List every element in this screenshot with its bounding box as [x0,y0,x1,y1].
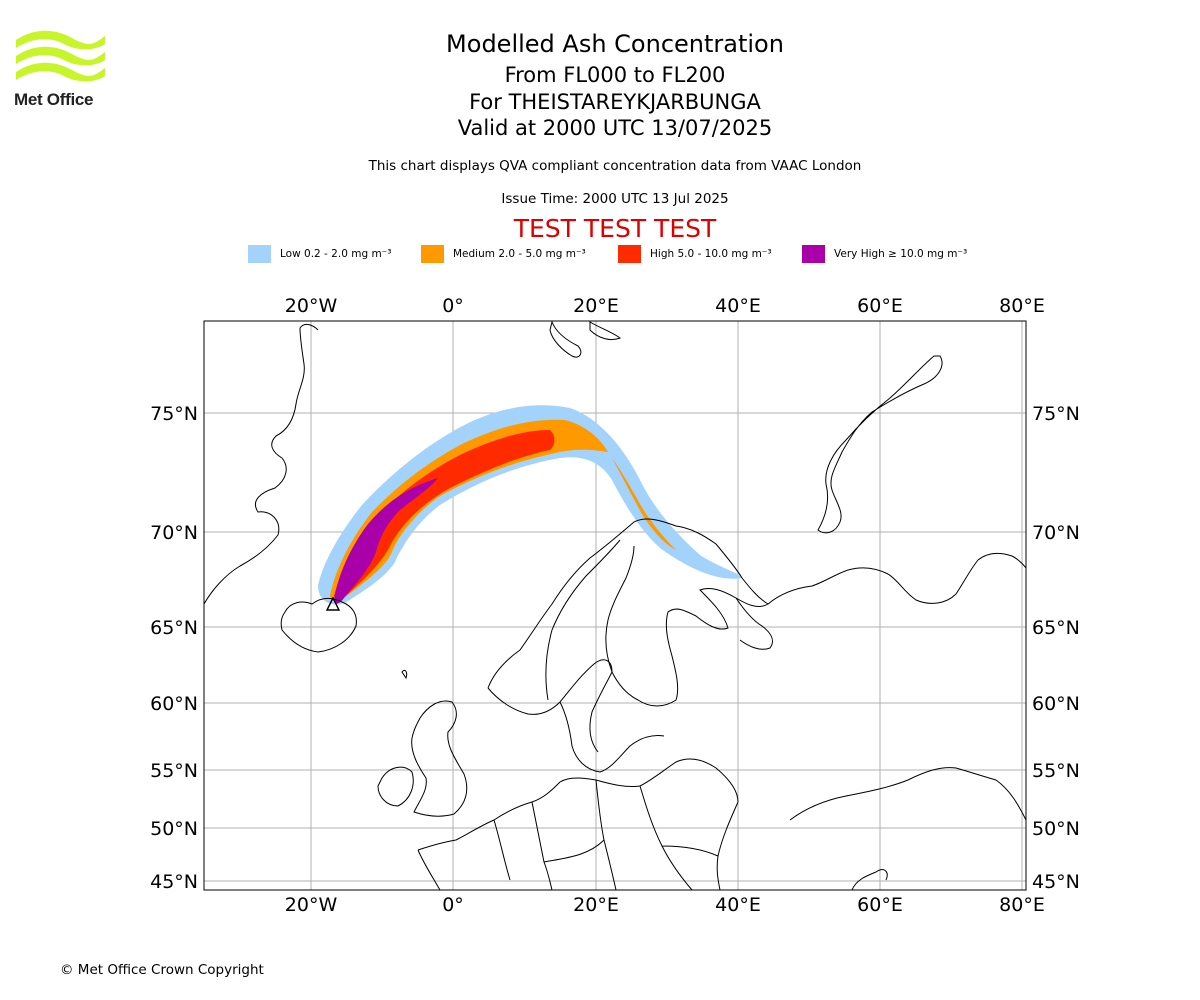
lat-tick-left: 65°N [150,617,198,639]
copyright-notice: © Met Office Crown Copyright [60,962,264,978]
russia-north-coast [767,552,1026,605]
lon-tick-bottom: 80°E [999,894,1045,916]
caspian-coast [851,869,888,890]
issue-time: Issue Time: 2000 UTC 13 Jul 2025 [501,191,729,207]
ash-plume-very-high [334,478,438,604]
met-office-logo: Met Office [14,30,108,112]
volcano-triangle-icon [325,596,341,611]
logo-text: Met Office [14,90,94,109]
legend-item-high: High 5.0 - 10.0 mg m⁻³ [618,244,772,264]
lat-tick-right: 60°N [1032,693,1080,715]
map-frame [203,320,1027,891]
legend-item-low: Low 0.2 - 2.0 mg m⁻³ [248,244,391,264]
volcano-name: For THEISTAREYKJARBUNGA [469,90,761,114]
legend-label-very-high: Very High ≥ 10.0 mg m⁻³ [834,248,968,260]
flight-level-range: From FL000 to FL200 [504,63,726,87]
lon-tick-bottom: 0° [442,894,464,916]
white-sea-coast [735,597,773,650]
norway-sweden-border [545,539,621,701]
lon-tick-top: 20°W [285,295,338,317]
lon-tick-top: 60°E [857,295,903,317]
lon-tick-bottom: 40°E [715,894,761,916]
svalbard-outline [549,321,622,358]
norway-south-coast [487,687,561,715]
legend-label-medium: Medium 2.0 - 5.0 mg m⁻³ [453,248,586,260]
lat-tick-left: 70°N [150,522,198,544]
valid-time: Valid at 2000 UTC 13/07/2025 [457,116,773,140]
lon-tick-bottom: 20°W [285,894,338,916]
iceland-outline [280,597,357,653]
lat-tick-left: 60°N [150,693,198,715]
lat-tick-right: 55°N [1032,760,1080,782]
lon-tick-top: 0° [442,295,464,317]
lon-tick-bottom: 60°E [857,894,903,916]
qva-note: This chart displays QVA compliant concen… [368,158,862,174]
greenland-coast [204,323,319,605]
lat-tick-left: 45°N [150,871,198,893]
lon-tick-top: 40°E [715,295,761,317]
met-office-waves-icon [16,30,105,82]
lat-tick-right: 70°N [1032,522,1080,544]
lat-tick-right: 45°N [1032,871,1080,893]
lon-tick-bottom: 20°E [573,894,619,916]
ash-plume-low [318,405,742,605]
legend-label-low: Low 0.2 - 2.0 mg m⁻³ [280,248,392,260]
legend-swatch-high [618,245,641,263]
lat-tick-left: 55°N [150,760,198,782]
europe-inland-borders [493,779,739,890]
lat-tick-right: 65°N [1032,617,1080,639]
chart-title: Modelled Ash Concentration [446,30,784,58]
lon-tick-top: 80°E [999,295,1045,317]
legend-label-high: High 5.0 - 10.0 mg m⁻³ [650,248,772,260]
sweden-finland-border [605,545,635,673]
legend-swatch-very-high [802,245,825,263]
gridlines [204,321,1026,890]
baltic-coast [559,701,665,773]
faroes-outline [401,669,408,680]
europe-coast [417,758,739,851]
france-coast [417,849,441,890]
sweden-east-coast [559,659,613,753]
lat-tick-left: 75°N [150,403,198,425]
legend-swatch-low [248,245,271,263]
test-banner: TEST TEST TEST [513,214,717,243]
legend-item-medium: Medium 2.0 - 5.0 mg m⁻³ [421,244,586,264]
great-britain-outline [411,700,468,817]
lat-tick-right: 75°N [1032,403,1080,425]
ireland-outline [377,766,414,807]
novaya-zemlya-outline [817,355,943,534]
lat-tick-left: 50°N [150,818,198,840]
russia-south-steppe [789,767,1026,821]
coastlines [204,321,1026,890]
legend-item-very-high: Very High ≥ 10.0 mg m⁻³ [802,244,967,264]
lat-tick-right: 50°N [1032,818,1080,840]
legend-swatch-medium [421,245,444,263]
scandinavia-coast [487,518,769,707]
lon-tick-top: 20°E [573,295,619,317]
